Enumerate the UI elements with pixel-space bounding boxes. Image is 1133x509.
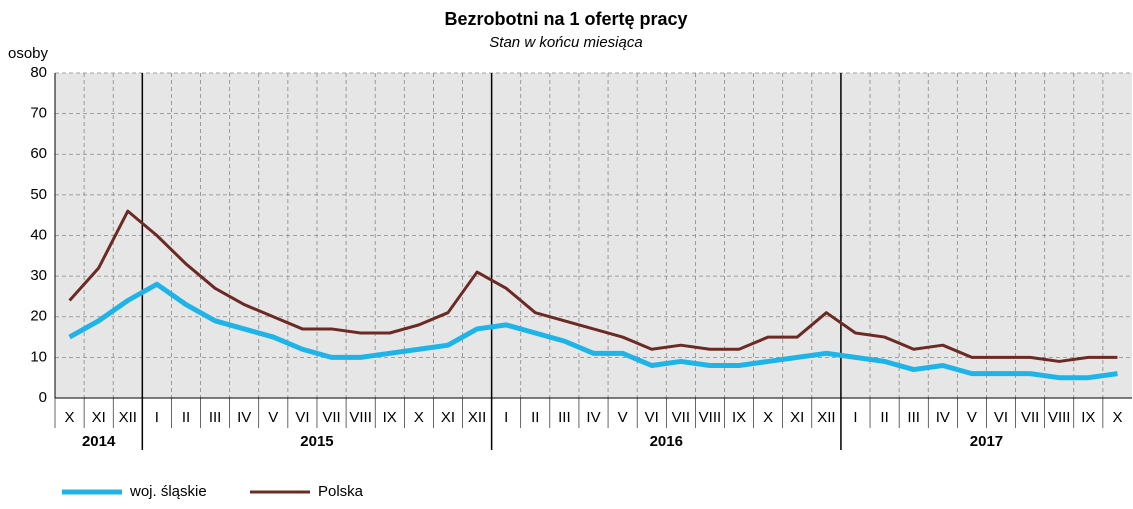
x-tick-label: V bbox=[268, 409, 278, 426]
x-tick-label: II bbox=[182, 409, 190, 426]
y-tick-label: 10 bbox=[30, 348, 47, 365]
year-label: 2016 bbox=[650, 433, 683, 450]
x-tick-label: XII bbox=[817, 409, 835, 426]
legend-label: Polska bbox=[318, 483, 364, 500]
y-tick-label: 40 bbox=[30, 226, 47, 243]
x-tick-label: III bbox=[558, 409, 571, 426]
legend-label: woj. śląskie bbox=[129, 483, 207, 500]
x-tick-label: V bbox=[967, 409, 977, 426]
x-tick-label: VIII bbox=[349, 409, 372, 426]
x-tick-label: VI bbox=[994, 409, 1008, 426]
x-tick-label: II bbox=[880, 409, 888, 426]
x-tick-label: XI bbox=[790, 409, 804, 426]
y-tick-label: 20 bbox=[30, 308, 47, 325]
x-tick-label: XII bbox=[468, 409, 486, 426]
x-tick-label: V bbox=[618, 409, 628, 426]
x-tick-label: III bbox=[209, 409, 222, 426]
x-tick-label: X bbox=[414, 409, 424, 426]
y-tick-label: 60 bbox=[30, 145, 47, 162]
x-tick-label: VI bbox=[295, 409, 309, 426]
x-tick-label: II bbox=[531, 409, 539, 426]
x-tick-label: XI bbox=[441, 409, 455, 426]
x-tick-label: I bbox=[853, 409, 857, 426]
x-tick-label: IX bbox=[383, 409, 397, 426]
year-label: 2017 bbox=[970, 433, 1003, 450]
y-tick-label: 80 bbox=[30, 64, 47, 81]
y-tick-label: 70 bbox=[30, 105, 47, 122]
x-tick-label: I bbox=[504, 409, 508, 426]
x-tick-label: VIII bbox=[699, 409, 722, 426]
x-tick-label: X bbox=[1112, 409, 1122, 426]
x-tick-label: IV bbox=[237, 409, 251, 426]
x-tick-label: VII bbox=[1021, 409, 1039, 426]
year-label: 2014 bbox=[82, 433, 116, 450]
x-tick-label: IX bbox=[732, 409, 746, 426]
series-line bbox=[68, 209, 1118, 363]
year-label: 2015 bbox=[300, 433, 333, 450]
x-tick-label: VII bbox=[672, 409, 690, 426]
x-tick-label: IX bbox=[1081, 409, 1095, 426]
x-tick-label: VII bbox=[322, 409, 340, 426]
x-tick-label: IV bbox=[936, 409, 950, 426]
series-line bbox=[68, 281, 1118, 381]
x-tick-label: XI bbox=[92, 409, 106, 426]
x-tick-label: VIII bbox=[1048, 409, 1071, 426]
chart-title: Bezrobotni na 1 ofertę pracy bbox=[444, 9, 687, 29]
x-tick-label: III bbox=[907, 409, 920, 426]
x-tick-label: X bbox=[65, 409, 75, 426]
x-tick-label: X bbox=[763, 409, 773, 426]
x-tick-label: XII bbox=[119, 409, 137, 426]
chart-subtitle: Stan w końcu miesiąca bbox=[489, 34, 642, 51]
x-tick-label: I bbox=[155, 409, 159, 426]
y-tick-label: 30 bbox=[30, 267, 47, 284]
x-tick-label: VI bbox=[645, 409, 659, 426]
x-tick-label: IV bbox=[586, 409, 600, 426]
y-axis-label: osoby bbox=[8, 45, 49, 62]
y-tick-label: 0 bbox=[39, 389, 47, 406]
y-tick-label: 50 bbox=[30, 186, 47, 203]
